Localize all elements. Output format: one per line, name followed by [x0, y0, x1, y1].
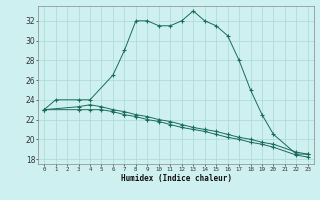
X-axis label: Humidex (Indice chaleur): Humidex (Indice chaleur) [121, 174, 231, 183]
